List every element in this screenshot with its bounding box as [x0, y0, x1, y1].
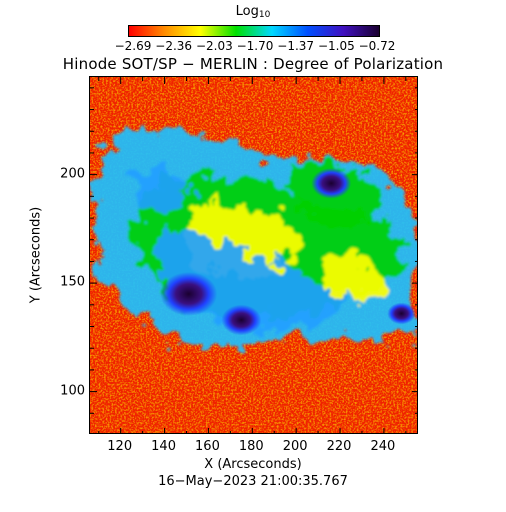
x-tick-label: 160: [195, 439, 220, 454]
x-axis-label: X (Arcseconds): [204, 457, 302, 472]
x-tick-label: 140: [151, 439, 176, 454]
sunspot-layer: [160, 167, 416, 336]
colorbar-tick-label: −1.05: [317, 39, 355, 53]
observation-timestamp: 16−May−2023 21:00:35.767: [158, 474, 348, 489]
plage-patch: [320, 251, 390, 303]
polarization-map: [89, 76, 418, 434]
x-tick-label: 200: [282, 439, 308, 454]
y-tick-label: 100: [60, 383, 85, 399]
colorbar-tick-label: −1.70: [236, 39, 274, 53]
colorbar-tick-label: −2.36: [155, 39, 193, 53]
plage-patch: [130, 168, 190, 212]
pore: [311, 167, 352, 199]
x-tick-label: 120: [107, 439, 133, 454]
colorbar-title: Log10: [235, 4, 271, 20]
x-tick-label: 240: [370, 439, 396, 454]
colorbar-tick-label: −2.69: [114, 39, 152, 53]
colorbar-tick-label: −0.72: [358, 39, 396, 53]
pore: [387, 302, 416, 325]
colorbar-tick-label: −2.03: [195, 39, 233, 53]
colorbar-tick-labels: −2.69 −2.36 −2.03 −1.70 −1.37 −1.05 −0.72: [0, 39, 506, 55]
polarization-image: [90, 77, 417, 433]
x-tick-label: 220: [326, 439, 352, 454]
y-axis-label: Y (Arcseconds): [28, 206, 44, 304]
x-tick-label: 180: [238, 439, 264, 454]
y-tick-label: 200: [60, 166, 85, 182]
sunspot: [160, 272, 218, 316]
colorbar: [128, 25, 380, 37]
sunspot: [221, 304, 262, 336]
colorbar-tick-label: −1.37: [277, 39, 315, 53]
plot-title: Hinode SOT/SP − MERLIN : Degree of Polar…: [62, 55, 444, 73]
y-tick-label: 150: [60, 274, 85, 290]
